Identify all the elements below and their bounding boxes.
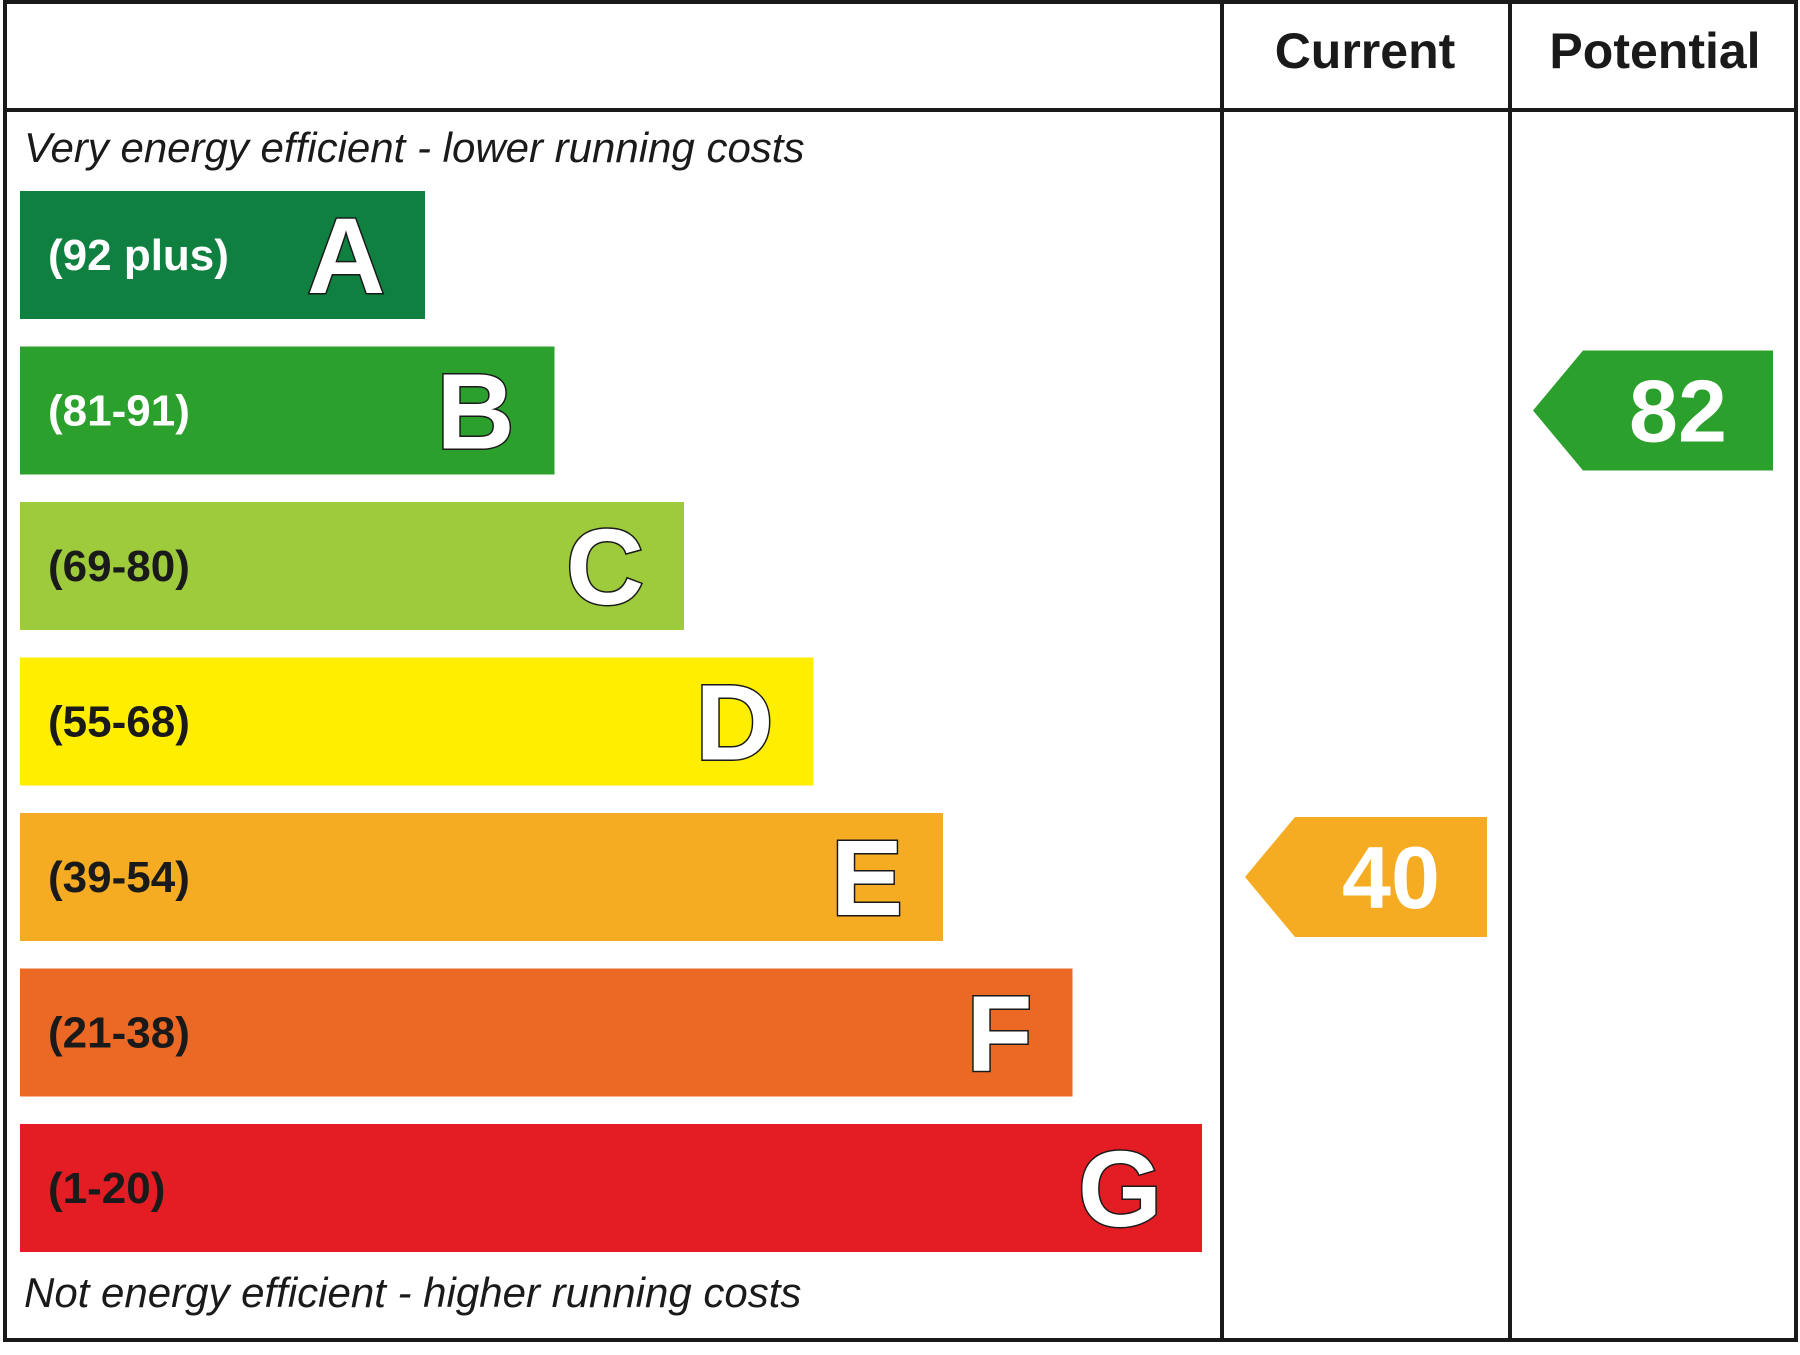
band-bar-a [20, 191, 425, 319]
band-c: (69-80) C [20, 502, 684, 630]
band-range-b: (81-91) [48, 387, 190, 436]
band-range-a: (92 plus) [48, 231, 229, 280]
band-a: (92 plus) A [20, 191, 425, 319]
band-letter-e: E [831, 817, 903, 938]
band-bar-d [20, 657, 814, 786]
band-range-d: (55-68) [48, 698, 190, 747]
band-range-f: (21-38) [48, 1009, 190, 1058]
band-e: (39-54) E [20, 813, 943, 941]
band-f: (21-38) F [20, 968, 1073, 1097]
band-range-e: (39-54) [48, 853, 190, 902]
current-score-value: 40 [1342, 828, 1440, 927]
current-column-header: Current [1275, 23, 1456, 79]
current-score-marker: 40 [1245, 817, 1487, 937]
rating-bands: (92 plus) A (81-91) B (69-80) C (55-68) D (39-54… [20, 191, 1202, 1252]
outer-border [3, 0, 1798, 1342]
band-letter-c: C [566, 506, 644, 627]
band-letter-f: F [967, 973, 1033, 1094]
band-range-g: (1-20) [48, 1164, 165, 1213]
band-bar-f [20, 968, 1073, 1097]
top-caption: Very energy efficient - lower running co… [24, 124, 804, 171]
band-bar-e [20, 813, 943, 941]
column-headers: Current Potential [1275, 23, 1761, 79]
band-bar-b [20, 346, 555, 475]
band-letter-g: G [1078, 1128, 1162, 1249]
band-bar-c [20, 502, 684, 630]
band-range-c: (69-80) [48, 542, 190, 591]
chart-frame [3, 0, 1798, 1342]
band-letter-d: D [696, 662, 774, 783]
potential-score-value: 82 [1629, 362, 1727, 461]
potential-score-arrow [1533, 350, 1773, 471]
band-bar-g [20, 1124, 1202, 1252]
current-score-arrow [1245, 817, 1487, 937]
bottom-caption: Not energy efficient - higher running co… [24, 1269, 801, 1316]
band-letter-a: A [307, 195, 385, 316]
score-markers: 40 82 [1245, 350, 1773, 937]
potential-score-marker: 82 [1533, 350, 1773, 471]
band-letter-b: B [437, 351, 515, 472]
band-g: (1-20) G [20, 1124, 1202, 1252]
band-d: (55-68) D [20, 657, 814, 786]
band-b: (81-91) B [20, 346, 555, 475]
potential-column-header: Potential [1549, 23, 1760, 79]
